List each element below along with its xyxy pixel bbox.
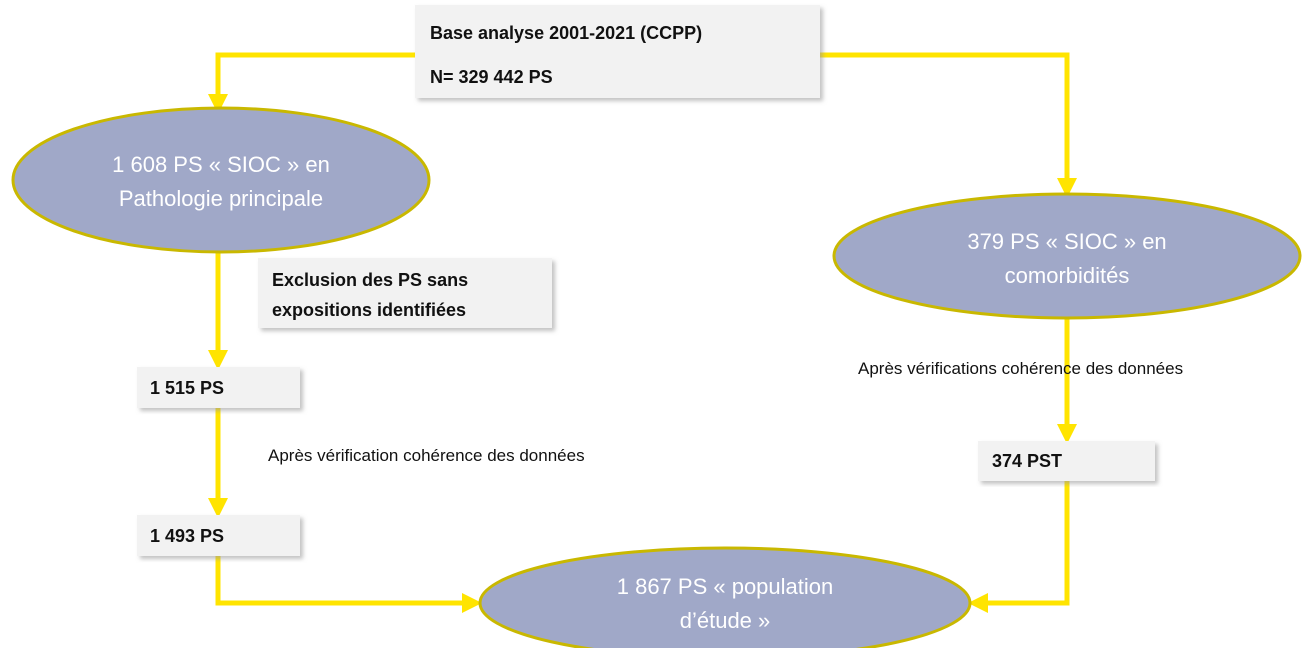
- ellipse-text: 1 867 PS « population: [617, 574, 834, 599]
- box-text: Base analyse 2001-2021 (CCPP): [430, 23, 702, 43]
- label: Après vérifications cohérence des donnée…: [858, 359, 1183, 378]
- box-text: Exclusion des PS sans: [272, 270, 468, 290]
- box: [258, 258, 552, 328]
- box-text: 1 515 PS: [150, 378, 224, 398]
- box: [137, 515, 300, 556]
- ellipse: [11, 106, 431, 254]
- box-text: 374 PST: [992, 451, 1062, 471]
- arrow: [968, 481, 1070, 613]
- ellipse: [478, 546, 972, 648]
- ellipse-text: 379 PS « SIOC » en: [967, 229, 1166, 254]
- label: Après vérification cohérence des données: [268, 446, 585, 465]
- box-text: N= 329 442 PS: [430, 67, 553, 87]
- arrows: [208, 52, 1077, 613]
- box: [978, 441, 1155, 481]
- ellipse-text: d’étude »: [680, 608, 771, 633]
- box-text: 1 493 PS: [150, 526, 224, 546]
- ellipse-text: Pathologie principale: [119, 186, 323, 211]
- arrow: [820, 52, 1077, 198]
- ellipse-text: 1 608 PS « SIOC » en: [112, 152, 330, 177]
- ellipse: [832, 192, 1302, 320]
- arrow: [208, 52, 415, 114]
- arrow: [215, 556, 482, 613]
- box-text: expositions identifiées: [272, 300, 466, 320]
- box: [137, 367, 300, 408]
- ellipse-text: comorbidités: [1005, 263, 1130, 288]
- box: [415, 5, 820, 98]
